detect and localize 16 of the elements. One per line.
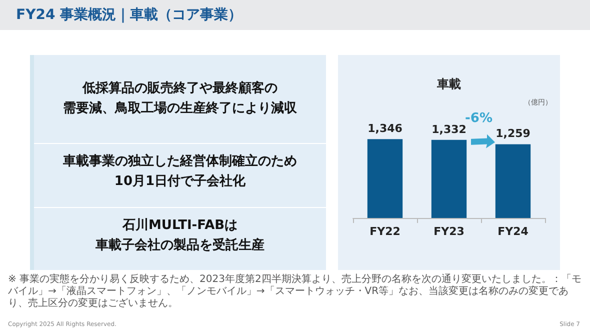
- data-label: 1,332: [432, 122, 466, 136]
- text: 需要減、鳥取工場の生産終了により減収: [62, 100, 298, 118]
- text: FY24 事業概況｜車載（コア事業）: [16, 6, 242, 24]
- text: 車載事業の独立した経営体制確立のため: [62, 152, 298, 171]
- text: ※ 事業の実態を分かり易く反映するため、2023年度第2四半期決算より、売上分野の名称を次の通り変更いたしました。：「モバイル」→「液晶スマートフォン」、「ノンモバイル」→「スマートウォッチ・VR等」なお、当該変更は名称のみの変更であり、売上区分の変更はございません。: [8, 274, 582, 310]
- text: -6%: [465, 110, 492, 126]
- chart-title: 車載: [436, 77, 461, 91]
- text: 低採算品の販売終了や最終顧客の: [81, 80, 278, 98]
- text: 石川MULTI-FABは: [121, 217, 239, 235]
- text: 10月1日付で子会社化: [113, 173, 247, 191]
- data-label: 1,346: [368, 122, 403, 136]
- x-tick-label: FY24: [498, 225, 529, 238]
- data-label: 1,259: [496, 127, 530, 140]
- text: 車載子会社の製品を受託生産: [94, 236, 266, 255]
- x-tick-label: FY22: [370, 225, 400, 238]
- x-tick-label: FY23: [434, 225, 464, 238]
